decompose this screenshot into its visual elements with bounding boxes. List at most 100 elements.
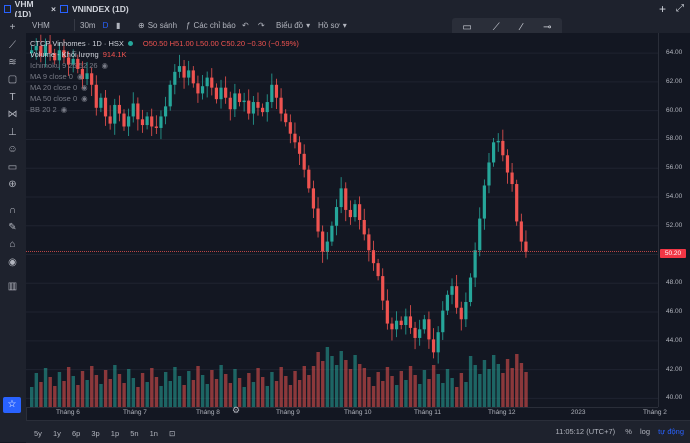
candle[interactable] [191,70,195,84]
candle[interactable] [297,142,302,154]
brush-tool-icon[interactable]: ⟋ [492,22,500,33]
candle[interactable] [85,73,89,80]
candle[interactable] [117,104,121,114]
chart-pane[interactable] [26,33,658,407]
maximize-icon[interactable]: ⤢ [676,3,684,14]
star-icon[interactable]: ☆ [3,397,21,413]
auto-toggle[interactable]: tự động [658,427,684,436]
candle[interactable] [307,169,311,189]
candle[interactable] [455,286,459,308]
candle[interactable] [501,140,505,156]
candle[interactable] [330,225,334,242]
candle[interactable] [325,241,329,252]
candle[interactable] [422,319,426,330]
rectangle-tool-icon[interactable]: ▭ [462,22,472,33]
candle[interactable] [159,116,163,128]
candle[interactable] [48,44,52,54]
candle[interactable] [431,339,436,353]
candle[interactable] [284,113,288,123]
lock-icon[interactable]: ⌂ [9,239,16,250]
indicators-button[interactable]: ƒ Các chỉ báo [186,17,236,33]
add-tab-icon[interactable]: + [658,1,666,16]
candle[interactable] [293,133,297,143]
candle[interactable] [468,277,473,302]
indicator-ichimoku[interactable]: Ichimoku 9 26 52 26 [30,61,98,70]
candle[interactable] [30,50,34,54]
interval-selector[interactable]: 30m D [80,17,108,33]
candle[interactable] [242,100,246,103]
candle[interactable] [182,66,186,78]
candle[interactable] [43,44,48,57]
range-1y[interactable]: 1y [52,429,61,438]
candle[interactable] [311,188,316,209]
candle[interactable] [362,220,366,235]
candle[interactable] [390,323,394,330]
candle[interactable] [99,97,103,108]
candle[interactable] [496,140,500,143]
goto-date-icon[interactable]: ⊡ [169,429,176,438]
eye-icon[interactable]: ◉ [101,61,109,70]
candle[interactable] [288,122,292,134]
indicator-ma20[interactable]: MA 20 close 0 [30,83,78,92]
candle[interactable] [459,307,463,320]
redo-icon[interactable]: ↷ [258,20,265,30]
candle[interactable] [482,185,486,219]
line-tool-icon[interactable]: ∕ [520,22,523,33]
settings-icon[interactable]: ⚙ [232,405,241,415]
range-6m[interactable]: 6p [71,429,81,438]
candle[interactable] [524,241,528,252]
indicator-ma50[interactable]: MA 50 close 0 [30,94,78,103]
templates-button[interactable]: Hồ sơ ▾ [318,17,347,33]
log-toggle[interactable]: log [640,427,651,436]
compare-button[interactable]: ⊕ So sánh [138,17,177,33]
candle[interactable] [348,209,352,218]
candle[interactable] [339,188,343,208]
candle[interactable] [274,84,279,98]
candle[interactable] [131,103,135,117]
price-axis[interactable] [658,33,690,407]
crosshair-icon[interactable]: + [9,22,16,33]
candle[interactable] [94,84,98,108]
eye-icon[interactable]: ◉ [81,94,88,103]
candle[interactable] [196,83,200,94]
trendline-icon[interactable]: ⟋ [9,40,16,51]
candle[interactable] [76,58,80,69]
candle[interactable] [404,316,408,326]
candle[interactable] [224,87,228,98]
time-axis[interactable] [26,407,658,420]
range-5d[interactable]: 5n [130,429,139,438]
candle[interactable] [464,301,468,320]
pitchfork-icon[interactable]: ≋ [8,57,17,68]
candle[interactable] [200,86,205,94]
candle[interactable] [173,71,177,85]
candle[interactable] [62,50,66,58]
text-icon[interactable]: T [9,92,16,103]
candle[interactable] [316,208,320,232]
candle[interactable] [413,327,417,338]
range-1d[interactable]: 1n [149,429,158,438]
candle[interactable] [279,97,283,114]
range-1m[interactable]: 1p [110,429,120,438]
indicator-bb[interactable]: BB 20 2 [30,105,57,114]
candle[interactable] [122,113,126,127]
candle[interactable] [80,68,85,80]
pen-lock-icon[interactable]: ✎ [8,222,17,233]
candle[interactable] [103,97,108,117]
candle[interactable] [473,250,477,278]
candle[interactable] [256,102,260,108]
candle[interactable] [334,207,339,226]
candle[interactable] [418,329,422,338]
candle[interactable] [487,162,491,186]
candle[interactable] [270,84,274,103]
eye-icon[interactable]: ◉ [60,105,68,114]
close-icon[interactable]: × [51,3,56,14]
candle[interactable] [376,263,380,277]
tab-vnindex[interactable]: VNINDEX (1D) [60,0,129,17]
candle[interactable] [385,300,389,324]
candle[interactable] [233,93,237,110]
candle[interactable] [358,204,362,220]
candle[interactable] [427,319,431,340]
candle[interactable] [210,77,214,88]
candle[interactable] [219,87,223,100]
candle[interactable] [353,204,357,218]
